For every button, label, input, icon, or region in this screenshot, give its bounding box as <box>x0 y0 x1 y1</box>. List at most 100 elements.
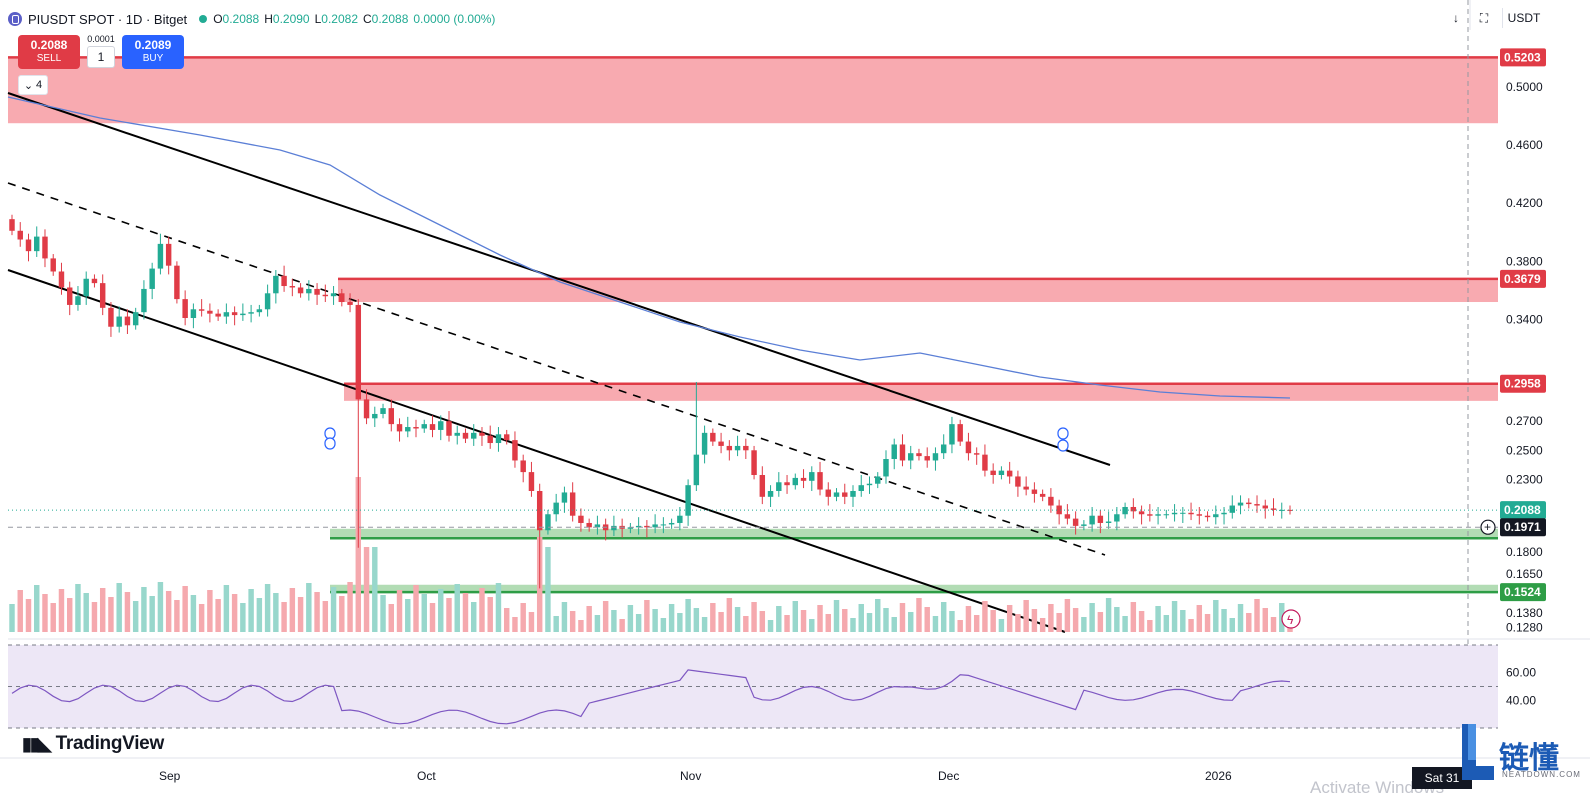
tv-logo-icon: ▮▮◣ <box>22 733 52 754</box>
drawing-handle[interactable] <box>324 437 336 450</box>
candle <box>536 490 543 531</box>
trendline-upper[interactable] <box>7 92 1111 466</box>
time-axis-label: Nov <box>680 769 701 783</box>
candle <box>1023 486 1029 490</box>
price-tag-resistance: 0.2958 <box>1500 374 1546 393</box>
volume-bar <box>982 601 988 632</box>
candle <box>1279 509 1285 511</box>
lightning-icon[interactable] <box>1281 609 1301 629</box>
candle <box>990 470 996 476</box>
price-axis-tick: 0.3800 <box>1506 254 1543 268</box>
candle <box>487 435 493 444</box>
lightning-glyph: ϟ <box>1287 613 1294 627</box>
candle <box>1105 521 1112 523</box>
candle <box>1015 476 1021 487</box>
volume-bar <box>594 615 601 632</box>
volume-bar <box>9 604 15 632</box>
volume-bar <box>940 602 947 632</box>
candle <box>866 483 873 486</box>
volume-bar <box>58 589 65 632</box>
quantity-input[interactable]: 1 <box>87 46 115 68</box>
volume-bar <box>182 586 188 632</box>
trade-middle: 0.0001 1 <box>80 34 122 68</box>
symbol-title[interactable]: PIUSDT SPOT · 1D · Bitget <box>28 11 188 27</box>
candle <box>281 275 287 287</box>
indicators-collapse-button[interactable]: ⌄ 4 <box>18 75 48 95</box>
volume-bar <box>1188 619 1194 632</box>
drawing-handle[interactable] <box>1057 427 1069 440</box>
volume-bar <box>231 594 238 632</box>
candle <box>1064 514 1071 519</box>
time-axis-label: Oct <box>417 769 436 783</box>
volume-bar <box>792 601 799 632</box>
candle <box>883 459 889 477</box>
candle <box>1196 514 1203 516</box>
volume-bar <box>1081 617 1087 632</box>
volume-bar <box>949 611 955 632</box>
volume-bar <box>512 617 518 632</box>
volume-bar <box>396 590 403 632</box>
volume-bar <box>734 607 741 632</box>
volume-bar <box>899 603 906 632</box>
watermark-subtext: NEATDOWN.COM <box>1502 770 1581 779</box>
candle <box>973 453 980 455</box>
volume-bar <box>677 613 683 632</box>
volume-bar <box>858 604 864 632</box>
volume-bar <box>545 547 551 632</box>
volume-bar <box>198 604 205 632</box>
candle <box>982 454 988 471</box>
price-tag-value: 0.2088 <box>1504 503 1541 517</box>
volume-bar <box>347 582 353 632</box>
volume-bar <box>644 600 650 632</box>
volume-bar <box>1237 604 1244 632</box>
candle <box>792 477 799 486</box>
watermark-logo-icon <box>1462 724 1494 780</box>
volume-bar <box>866 613 873 632</box>
volume-bar <box>1089 603 1095 632</box>
candle <box>215 313 221 317</box>
candle <box>1138 511 1145 515</box>
volume-bar <box>924 607 930 632</box>
trendline-mid-dashed[interactable] <box>7 182 1106 556</box>
currency-selector[interactable]: USDT <box>1502 8 1545 28</box>
volume-bar <box>99 588 106 632</box>
tradingview-logo: ▮▮◣ TradingView <box>22 733 164 754</box>
volume-bar <box>380 595 386 632</box>
candle <box>553 502 559 515</box>
price-axis-tick: 0.4600 <box>1506 138 1543 152</box>
volume-bar <box>223 585 230 632</box>
candle <box>776 482 782 491</box>
candle <box>141 288 147 313</box>
arrow-down-icon[interactable]: ↓ <box>1453 11 1459 25</box>
fullscreen-icon[interactable]: ⛶ <box>1479 10 1489 25</box>
sell-button[interactable]: 0.2088 SELL <box>18 35 80 69</box>
volume-bar <box>1171 601 1178 632</box>
price-axis-tick: 0.1800 <box>1506 545 1543 559</box>
drawing-handle[interactable] <box>1057 439 1069 452</box>
crosshair-add-icon[interactable] <box>1480 519 1496 535</box>
price-tag-value: 0.1524 <box>1504 585 1541 599</box>
volume-bar <box>240 603 246 632</box>
watermark-text: 链懂 <box>1499 741 1559 776</box>
pi-coin-icon <box>8 12 22 26</box>
candle <box>314 288 320 295</box>
trendline-lower[interactable] <box>7 269 1066 633</box>
volume-bar <box>569 611 576 632</box>
buy-button[interactable]: 0.2089 BUY <box>122 35 184 69</box>
price-tag-value: 0.3679 <box>1504 272 1541 286</box>
price-tag-bg <box>1500 269 1546 288</box>
candle <box>652 524 658 528</box>
candle <box>471 432 477 439</box>
resistance-zone <box>338 278 1498 303</box>
drawing-handle[interactable] <box>324 427 336 440</box>
candle <box>660 524 667 526</box>
volume-bar <box>586 606 592 632</box>
volume-bar <box>429 603 436 632</box>
volume-bar <box>1270 617 1277 632</box>
candle <box>174 265 180 300</box>
candle <box>668 522 675 525</box>
volume-bar <box>932 616 939 632</box>
volume-bar <box>520 603 526 632</box>
volume-bar <box>1221 609 1227 632</box>
